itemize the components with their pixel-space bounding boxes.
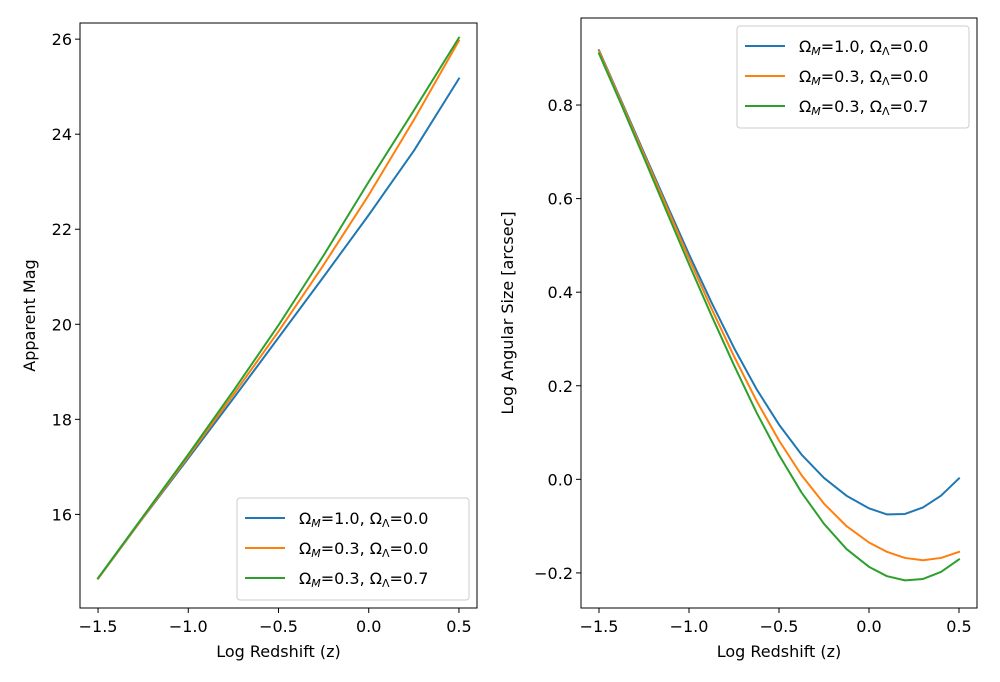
y-tick-label: 22 [52, 220, 72, 239]
omega-m-value: =0.3, Ω [821, 97, 882, 116]
series-line-mag-2 [96, 36, 461, 580]
legend-box [236, 497, 470, 601]
y-axis-label: Log Angular Size [arcsec] [498, 211, 517, 414]
omega-m-value: =0.3, Ω [321, 539, 382, 558]
y-tick-label: 26 [52, 30, 72, 49]
x-tick-label: −1.5 [79, 617, 118, 636]
omega-m-value: =0.3, Ω [321, 569, 382, 588]
y-tick-label: 0.2 [548, 377, 573, 396]
x-tick-label: 0.0 [356, 617, 381, 636]
omega-m-value: =0.3, Ω [821, 67, 882, 86]
omega-m-value: =1.0, Ω [821, 37, 882, 56]
y-axis-label: Apparent Mag [20, 259, 39, 371]
omega-lambda-value: =0.7 [890, 97, 929, 116]
legend-box [736, 25, 970, 129]
subscript-lambda: Λ [882, 105, 890, 118]
x-tick-label: 0.0 [856, 617, 881, 636]
y-tick-label: 0.8 [548, 96, 573, 115]
subscript-lambda: Λ [382, 577, 390, 590]
x-tick-label: −0.5 [760, 617, 799, 636]
x-tick-label: 0.5 [946, 617, 971, 636]
x-tick-label: −1.0 [670, 617, 709, 636]
y-tick-label: 0.0 [548, 470, 573, 489]
omega-lambda-value: =0.0 [890, 67, 929, 86]
x-tick-label: −1.5 [580, 617, 619, 636]
subscript-m: M [811, 45, 821, 58]
subscript-lambda: Λ [382, 547, 390, 560]
subscript-m: M [811, 105, 821, 118]
y-tick-label: 20 [52, 315, 72, 334]
subscript-lambda: Λ [882, 45, 890, 58]
subscript-lambda: Λ [382, 517, 390, 530]
series-line-angsize-2 [597, 52, 961, 582]
x-tick-label: 0.5 [446, 617, 471, 636]
x-tick-label: −1.0 [169, 617, 208, 636]
omega-symbol: Ω [299, 539, 311, 558]
x-axis-label: Log Redshift (z) [216, 642, 341, 661]
legend: ΩM=1.0, ΩΛ=0.0ΩM=0.3, ΩΛ=0.0ΩM=0.3, ΩΛ=0… [736, 25, 970, 129]
omega-symbol: Ω [299, 569, 311, 588]
apparent-mag-subplot: −1.5 −1.0 −0.5 0.0 0.5 16 18 20 22 24 26 Log Redshi… [20, 22, 478, 661]
omega-lambda-value: =0.0 [890, 37, 929, 56]
legend-entry-1: ΩM=0.3, ΩΛ=0.0 [799, 67, 928, 88]
omega-lambda-value: =0.0 [390, 539, 429, 558]
series-line-angsize-0 [597, 48, 961, 516]
subscript-m: M [811, 75, 821, 88]
legend-entry-2: ΩM=0.3, ΩΛ=0.7 [299, 569, 428, 590]
subscript-lambda: Λ [882, 75, 890, 88]
omega-symbol: Ω [799, 37, 811, 56]
legend-entry-1: ΩM=0.3, ΩΛ=0.0 [299, 539, 428, 560]
omega-m-value: =1.0, Ω [321, 509, 382, 528]
x-axis-label: Log Redshift (z) [717, 642, 842, 661]
series-line-angsize-1 [597, 49, 961, 562]
y-tick-label: 0.6 [548, 190, 573, 209]
y-tick-label: 18 [52, 410, 72, 429]
y-tick-label: 0.4 [548, 283, 573, 302]
legend-entry-2: ΩM=0.3, ΩΛ=0.7 [799, 97, 928, 118]
omega-symbol: Ω [299, 509, 311, 528]
y-tick-label: −0.2 [534, 564, 573, 583]
y-tick-label: 16 [52, 505, 72, 524]
legend-entry-0: ΩM=1.0, ΩΛ=0.0 [799, 37, 928, 58]
omega-lambda-value: =0.0 [390, 509, 429, 528]
y-tick-label: 24 [52, 125, 72, 144]
x-tick-label: −0.5 [259, 617, 298, 636]
subscript-m: M [311, 547, 321, 560]
legend-entry-0: ΩM=1.0, ΩΛ=0.0 [299, 509, 428, 530]
subscript-m: M [311, 577, 321, 590]
omega-lambda-value: =0.7 [390, 569, 429, 588]
omega-symbol: Ω [799, 67, 811, 86]
omega-symbol: Ω [799, 97, 811, 116]
subscript-m: M [311, 517, 321, 530]
legend: ΩM=1.0, ΩΛ=0.0ΩM=0.3, ΩΛ=0.0ΩM=0.3, ΩΛ=0… [236, 497, 470, 601]
angular-size-subplot: −1.5 −1.0 −0.5 0.0 0.5 −0.2 0.0 0.2 0.4 0.6 0.8 Log… [498, 17, 978, 661]
